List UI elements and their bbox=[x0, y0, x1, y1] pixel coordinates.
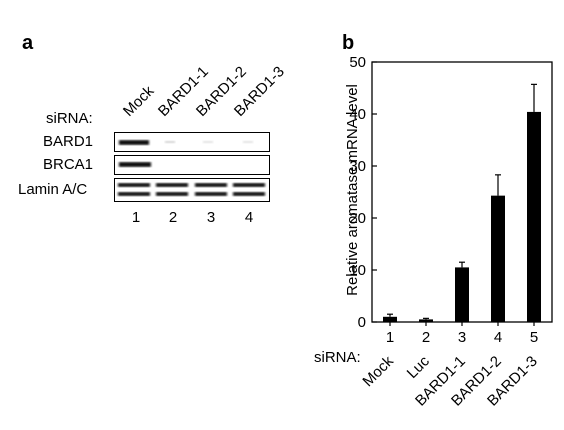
y-tick-label: 50 bbox=[349, 54, 366, 71]
y-tick-label: 40 bbox=[349, 106, 366, 123]
row-label-bard1: BARD1 bbox=[43, 133, 94, 150]
band-bard1-lane4 bbox=[243, 141, 253, 143]
lane-number-3: 3 bbox=[206, 209, 216, 226]
band-lamin-upper-lane4 bbox=[233, 183, 265, 187]
row-label-brca1: BRCA1 bbox=[43, 156, 94, 173]
y-tick-label: 20 bbox=[349, 210, 366, 227]
chart-ticks: 010203040501Mock2Luc3BARD1-14BARD1-25BAR… bbox=[349, 54, 541, 410]
y-tick-label: 10 bbox=[349, 262, 366, 279]
panel-b-sirna-label: siRNA: bbox=[314, 349, 361, 366]
band-lamin-upper-lane2 bbox=[156, 183, 188, 187]
panel-a-sirna-label: siRNA: bbox=[46, 110, 93, 127]
blot-bard1-bands bbox=[119, 140, 253, 145]
x-tick-label: 4 bbox=[494, 329, 502, 346]
band-lamin-lower-lane4 bbox=[233, 192, 265, 196]
x-category-name: Mock bbox=[359, 352, 397, 390]
bar bbox=[491, 195, 505, 322]
blot-brca1-bands bbox=[119, 162, 151, 167]
band-brca1-lane1 bbox=[119, 162, 151, 167]
lane-number-2: 2 bbox=[168, 209, 178, 226]
band-bard1-lane3 bbox=[203, 141, 213, 143]
panel-a-letter: a bbox=[22, 32, 34, 54]
band-lamin-upper-lane3 bbox=[195, 183, 227, 187]
blot-bard1 bbox=[114, 132, 270, 152]
x-tick-label: 3 bbox=[458, 329, 466, 346]
y-tick-label: 0 bbox=[358, 314, 366, 331]
y-tick-label: 30 bbox=[349, 158, 366, 175]
row-label-lamin: Lamin A/C bbox=[18, 181, 88, 198]
y-axis-label: Relative aromatase mRNA level bbox=[344, 84, 361, 296]
band-bard1-lane2 bbox=[165, 141, 175, 143]
band-lamin-lower-lane1 bbox=[118, 192, 150, 196]
blot-brca1 bbox=[114, 155, 270, 175]
bar bbox=[527, 111, 541, 322]
x-category-name: Luc bbox=[404, 352, 433, 381]
blot-lamin bbox=[114, 178, 270, 202]
x-tick-label: 1 bbox=[386, 329, 394, 346]
x-tick-label: 2 bbox=[422, 329, 430, 346]
band-lamin-lower-lane2 bbox=[156, 192, 188, 196]
bar bbox=[383, 316, 397, 322]
lane-number-1: 1 bbox=[131, 209, 141, 226]
chart-bars bbox=[383, 83, 541, 322]
x-tick-label: 5 bbox=[530, 329, 538, 346]
band-lamin-lower-lane3 bbox=[195, 192, 227, 196]
band-lamin-upper-lane1 bbox=[118, 183, 150, 187]
blot-lamin-bands bbox=[118, 183, 265, 196]
lane-number-4: 4 bbox=[244, 209, 254, 226]
panel-b-letter: b bbox=[342, 32, 355, 54]
bar bbox=[455, 267, 469, 322]
band-bard1-lane1 bbox=[119, 140, 149, 145]
bar bbox=[419, 319, 433, 322]
